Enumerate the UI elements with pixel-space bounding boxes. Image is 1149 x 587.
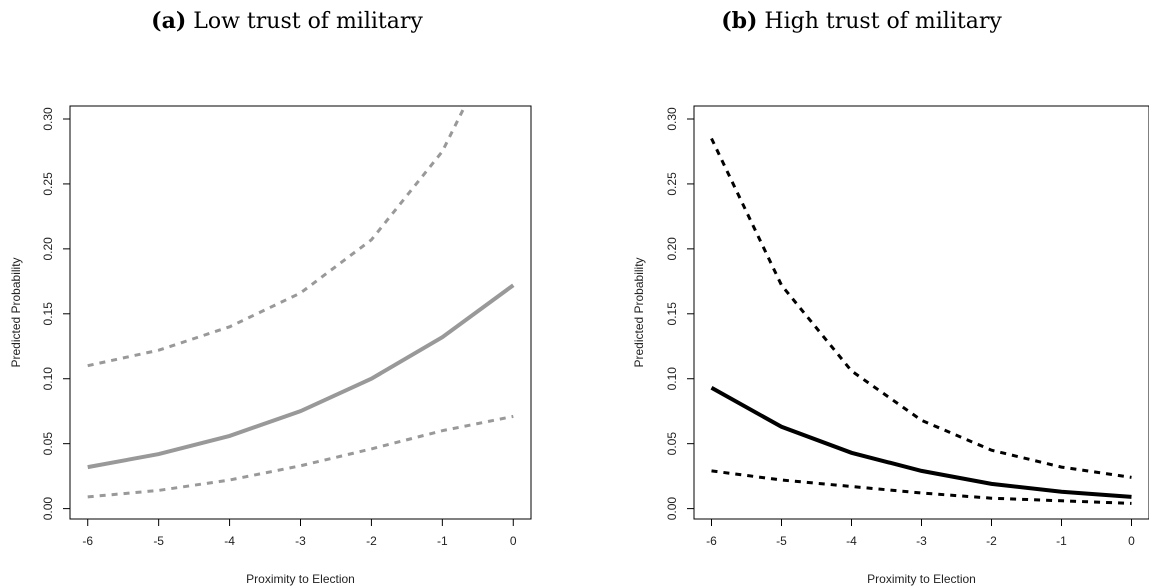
panel-a-upper-bound-line <box>87 106 467 368</box>
panel-a-x-tick-label: 0 <box>510 534 517 548</box>
panel-a-x-tick-label: -4 <box>224 534 235 548</box>
panel-b-title: (b) High trust of military <box>574 8 1149 34</box>
panel-b-y-tick-label: 0.30 <box>665 107 679 131</box>
panel-a-y-tick-label: 0.05 <box>41 432 55 456</box>
panel-a-x-tick-label: -6 <box>82 534 93 548</box>
panel-b-x-tick-label: -6 <box>706 534 717 548</box>
panel-b-y-tick-label: 0.00 <box>665 497 679 521</box>
panel-a-title: (a) Low trust of military <box>0 8 574 34</box>
panel-b-x-tick-label: -2 <box>986 534 997 548</box>
panel-b-y-tick-label: 0.10 <box>665 367 679 391</box>
panel-a-x-tick-label: -3 <box>295 534 306 548</box>
panel-a-y-tick-label: 0.00 <box>41 497 55 521</box>
panel-a-y-tick-label: 0.25 <box>41 172 55 196</box>
panel-b-plot-frame <box>693 105 1149 520</box>
panel-a-x-tick-label: -2 <box>366 534 377 548</box>
panel-b-upper-bound-line <box>710 137 1132 479</box>
panel-a-y-tick-label: 0.30 <box>41 107 55 131</box>
panel-a-lower-bound-line <box>87 414 514 499</box>
panel-b-lower-bound-line <box>711 469 1132 505</box>
panel-b-y-axis-label: Predicted Probability <box>632 257 646 367</box>
panel-a-y-tick-label: 0.15 <box>41 302 55 326</box>
panel-b-x-tick-label: 0 <box>1128 534 1135 548</box>
panel-a-title-label: (a) <box>151 8 187 34</box>
panel-b-x-tick-label: -1 <box>1056 534 1067 548</box>
panel-a-estimate-line <box>87 283 515 470</box>
panel-b-title-text: High trust of military <box>764 9 1002 34</box>
panel-b-y-tick-label: 0.20 <box>665 237 679 261</box>
panel-b-estimate-line <box>710 386 1132 499</box>
panel-a-y-tick-label: 0.20 <box>41 237 55 261</box>
panel-b-title-label: (b) <box>721 8 758 34</box>
panel-b-y-tick-label: 0.05 <box>665 432 679 456</box>
panel-b-x-axis-label: Proximity to Election <box>867 572 976 586</box>
panel-a-y-tick-label: 0.10 <box>41 367 55 391</box>
panel-b-y-tick-label: 0.25 <box>665 172 679 196</box>
panel-a-x-tick-label: -1 <box>437 534 448 548</box>
panel-a-title-text: Low trust of military <box>193 9 423 34</box>
panel-a-y-axis-label: Predicted Probability <box>9 257 23 367</box>
panel-b-x-tick-label: -5 <box>776 534 787 548</box>
panel-a-x-tick-label: -5 <box>153 534 164 548</box>
panel-a-x-axis-label: Proximity to Election <box>246 572 355 586</box>
panel-b-x-tick-label: -3 <box>916 534 927 548</box>
panel-b-y-tick-label: 0.15 <box>665 302 679 326</box>
panel-b-x-tick-label: -4 <box>846 534 857 548</box>
